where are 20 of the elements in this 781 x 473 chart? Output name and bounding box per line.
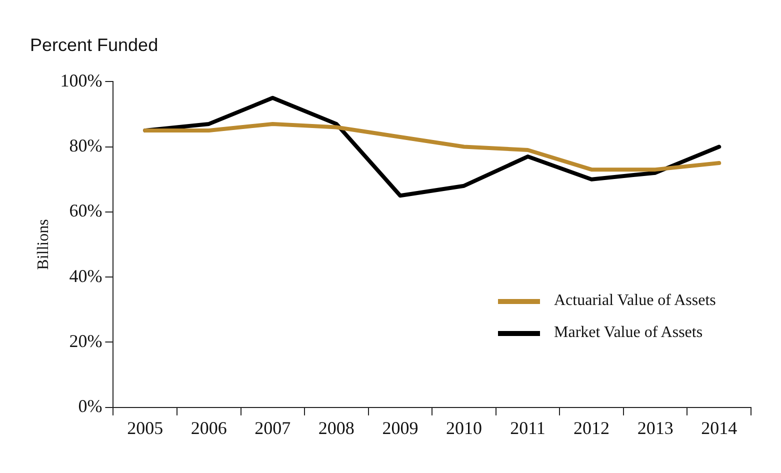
y-tick-label: 100% [60,70,102,90]
legend-label: Market Value of Assets [554,324,703,342]
x-tick-label: 2008 [318,418,354,438]
x-tick-label: 2011 [510,418,546,438]
chart-title: Percent Funded [30,34,158,55]
y-axis-title: Billions [34,219,52,270]
y-tick-label: 80% [69,135,102,156]
x-tick-label: 2009 [382,418,418,438]
x-tick-label: 2005 [127,418,164,438]
legend-label: Actuarial Value of Assets [554,292,716,310]
y-tick-label: 40% [69,266,102,286]
x-tick-label: 2006 [190,418,227,438]
y-tick-label: 0% [78,396,102,416]
x-tick-label: 2007 [254,418,291,438]
x-tick-label: 2013 [637,418,674,438]
x-tick-label: 2010 [446,418,482,438]
y-tick-label: 60% [69,200,102,221]
y-tick-label: 20% [69,330,102,351]
x-tick-label: 2012 [574,418,610,438]
x-tick-label: 2014 [701,418,738,438]
